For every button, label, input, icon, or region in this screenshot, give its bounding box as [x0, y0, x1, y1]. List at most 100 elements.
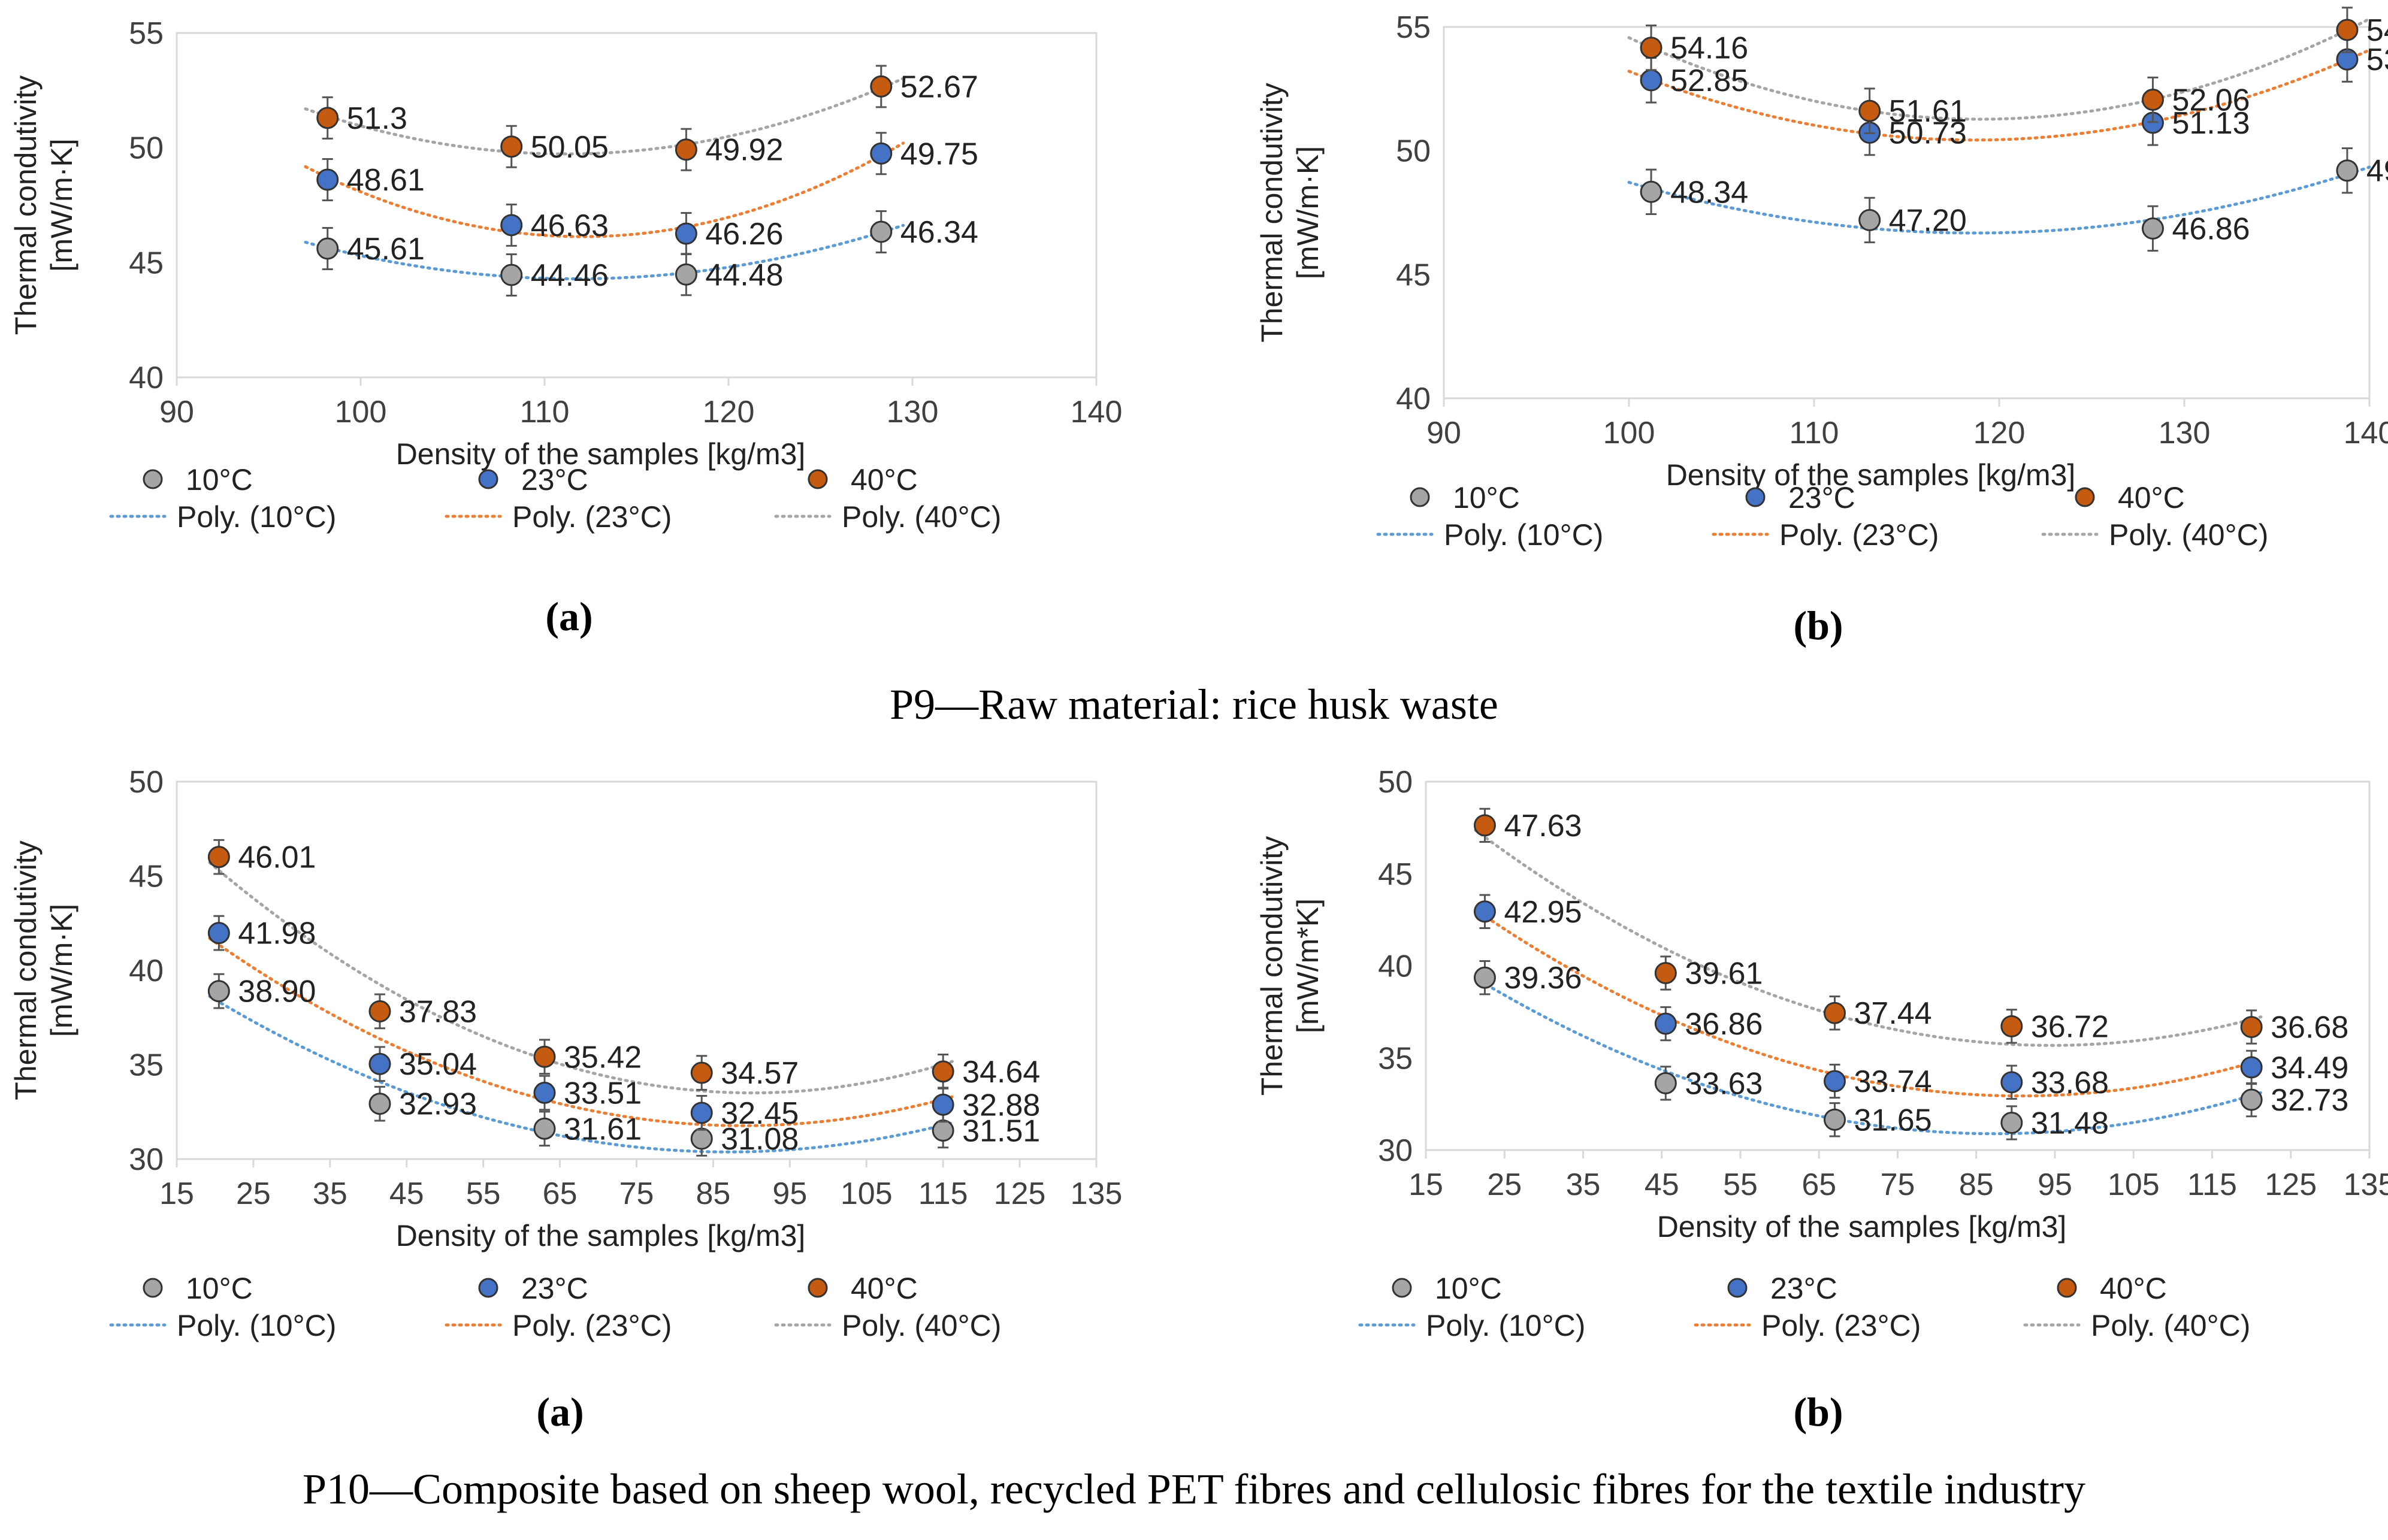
data-point [932, 1060, 954, 1083]
trendline-10°C [1474, 976, 2263, 1136]
data-point [500, 264, 523, 286]
data-point [690, 1102, 713, 1124]
legend-label: 40°C [2118, 481, 2185, 515]
data-point [207, 980, 230, 1003]
y-axis-title: Thermal condutivity [1255, 836, 1289, 1096]
data-point [316, 237, 339, 260]
trendline-40°C [208, 861, 954, 1095]
data-label: 34.64 [962, 1055, 1040, 1090]
x-tick-label: 95 [772, 1176, 807, 1211]
data-label: 36.68 [2271, 1010, 2348, 1045]
x-tick-label: 90 [1426, 416, 1461, 450]
y-tick-label: 45 [1396, 258, 1431, 292]
x-tick-label: 120 [1973, 416, 2026, 450]
data-point [2000, 1015, 2023, 1037]
data-label: 33.51 [564, 1076, 642, 1111]
x-tick-label: 45 [389, 1176, 424, 1211]
data-label: 32.45 [721, 1096, 799, 1131]
data-label: 50.05 [531, 130, 609, 165]
x-tick-label: 120 [703, 395, 755, 429]
data-point [2141, 89, 2164, 111]
y-tick-label: 35 [1378, 1041, 1413, 1076]
data-point [675, 222, 697, 245]
legend-marker [143, 1278, 163, 1298]
x-tick-label: 105 [2108, 1167, 2160, 1202]
data-point [2000, 1071, 2023, 1094]
data-point [1640, 180, 1662, 203]
data-label: 47.63 [1504, 809, 1582, 843]
x-tick-label: 15 [159, 1176, 194, 1211]
x-tick-label: 90 [159, 395, 194, 429]
trendline-40°C [1474, 828, 2263, 1047]
y-axis-title: [mW/m*K] [1291, 898, 1325, 1033]
y-tick-label: 40 [1378, 949, 1413, 984]
sublabel-text: (b) [1793, 1389, 1843, 1435]
x-tick-label: 140 [2344, 416, 2388, 450]
chart-svg: 40 45 50 55 90 100 110 120 130 140 Density of the … [1255, 7, 2388, 552]
x-tick-label: 130 [887, 395, 939, 429]
legend-marker [478, 1278, 498, 1298]
legend-marker [1727, 1278, 1748, 1298]
x-tick-label: 85 [696, 1176, 730, 1211]
sublabel-text: (a) [536, 1389, 584, 1435]
data-label: 49.75 [900, 137, 978, 171]
trendline-40°C [1627, 17, 2371, 121]
data-point [1858, 208, 1881, 231]
legend-marker [1745, 487, 1766, 507]
legend-marker [808, 1278, 828, 1298]
y-axis-title: [mW/m·K] [45, 138, 78, 271]
data-label: 39.61 [1685, 956, 1763, 991]
data-point [1473, 966, 1496, 989]
x-axis-title: Density of the samples [kg/m3] [396, 1219, 806, 1252]
data-point [500, 135, 523, 158]
data-label: 48.34 [1670, 175, 1748, 210]
data-label: 44.48 [705, 258, 783, 292]
x-tick-label: 55 [466, 1176, 501, 1211]
x-tick-label: 35 [313, 1176, 347, 1211]
x-tick-label: 130 [2159, 416, 2211, 450]
legend-trend-label: Poly. (23°C) [1779, 518, 1939, 552]
x-tick-label: 125 [994, 1176, 1046, 1211]
data-label: 39.36 [1504, 961, 1582, 996]
data-label: 46.01 [238, 840, 316, 875]
data-point [2141, 217, 2164, 240]
caption-p9: P9—Raw material: rice husk waste [890, 680, 1498, 728]
data-label: 32.88 [962, 1088, 1040, 1123]
data-point [533, 1081, 556, 1104]
trendline-23°C [208, 937, 954, 1127]
chart-svg: 30 35 40 45 50 15 25 35 45 55 65 75 85 95 105 115 125 135… [1255, 765, 2388, 1342]
legend-label: 23°C [1770, 1272, 1837, 1305]
x-tick-label: 35 [1566, 1167, 1601, 1202]
x-tick-label: 125 [2265, 1167, 2317, 1202]
data-label: 38.90 [238, 975, 316, 1009]
data-label: 46.86 [2172, 211, 2250, 246]
data-label: 32.73 [2271, 1083, 2348, 1118]
legend-label: 40°C [2100, 1272, 2167, 1305]
x-tick-label: 110 [520, 395, 570, 429]
data-label: 52.67 [900, 69, 978, 104]
data-point [207, 846, 230, 869]
data-point [932, 1093, 954, 1116]
x-tick-label: 25 [236, 1176, 271, 1211]
chart-svg: 30 35 40 45 50 15 25 35 45 55 65 75 85 95 105 115 125 135… [9, 765, 1122, 1342]
data-label: 52.85 [1670, 63, 1748, 98]
plot-area [176, 32, 1098, 379]
data-label: 36.72 [2031, 1009, 2109, 1044]
legend-label: 10°C [186, 1272, 253, 1305]
x-tick-label: 75 [1881, 1167, 1915, 1202]
data-point [316, 107, 339, 129]
legend-trend-label: Poly. (10°C) [1426, 1309, 1585, 1342]
data-label: 33.74 [1854, 1064, 1932, 1099]
data-label: 48.61 [347, 163, 425, 198]
sublabel-p9-b: (b) [1758, 602, 1878, 649]
data-label: 44.46 [531, 258, 609, 293]
legend-marker [2057, 1278, 2077, 1298]
data-label: 34.57 [721, 1056, 799, 1091]
trendline-23°C [304, 141, 905, 238]
data-label: 35.42 [564, 1040, 642, 1075]
chart-p9-b: 40 45 50 55 90 100 110 120 130 140 Density of the … [1246, 0, 2388, 635]
legend-trend-label: Poly. (40°C) [842, 500, 1001, 534]
data-label: 46.26 [705, 217, 783, 252]
x-tick-label: 15 [1408, 1167, 1443, 1202]
data-label: 51.13 [2172, 106, 2250, 141]
